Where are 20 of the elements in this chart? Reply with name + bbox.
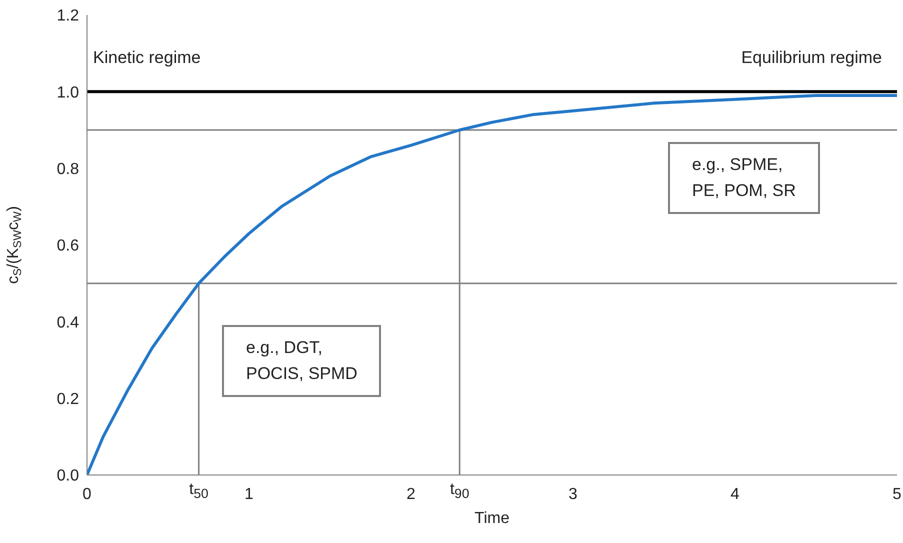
y-tick-label: 0.4: [56, 314, 80, 332]
y-tick-label: 0.2: [56, 391, 80, 408]
note-box: e.g., SPME, PE, POM, SR: [668, 142, 820, 214]
x-tick-label: 3: [568, 486, 578, 503]
annotation: t$_{50}$: [188, 481, 210, 502]
x-tick-label: 4: [730, 486, 740, 503]
annotation: Kinetic regime: [93, 47, 202, 69]
y-tick-label: 1.0: [56, 84, 80, 102]
x-tick-label: 0: [82, 486, 92, 503]
y-tick-label: 0.8: [56, 161, 80, 178]
y-tick-label: 0.6: [56, 238, 80, 255]
x-tick-label: 2: [406, 486, 416, 503]
annotation: Equilibrium regime: [740, 47, 882, 69]
annotation: t$_{90}$: [448, 481, 470, 502]
note-box: e.g., DGT, POCIS, SPMD: [222, 325, 382, 397]
x-tick-label: 5: [892, 486, 902, 503]
x-axis-title: Time: [474, 510, 510, 527]
y-tick-label: 0.0: [56, 468, 80, 485]
y-tick-label: 1.2: [56, 8, 80, 25]
x-tick-label: 1: [244, 486, 254, 503]
